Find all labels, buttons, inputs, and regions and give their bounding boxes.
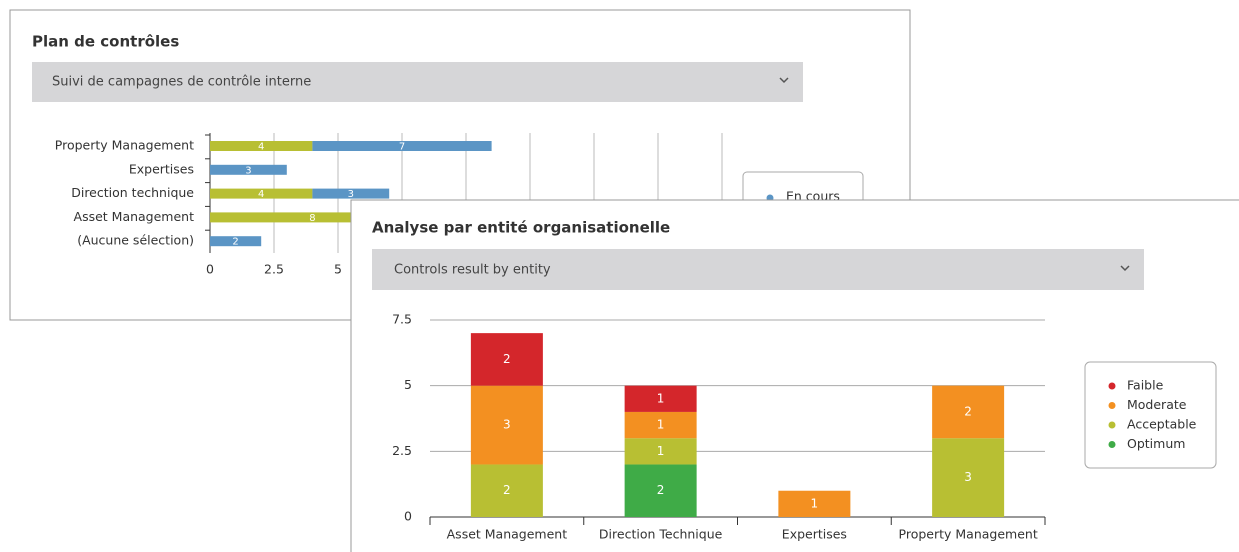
panel-entity: Analyse par entité organisationelle Cont… xyxy=(350,199,1239,552)
panel-title: Analyse par entité organisationelle xyxy=(372,219,670,237)
y-tick-label: Property Management xyxy=(55,138,194,153)
y-tick-label: Expertises xyxy=(129,161,194,176)
legend-dot xyxy=(1108,382,1116,390)
dropdown-value[interactable]: Suivi de campagnes de contrôle interne xyxy=(52,75,311,90)
data-label: 8 xyxy=(309,213,315,224)
y-tick-label: 7.5 xyxy=(392,312,412,327)
legend-label: Acceptable xyxy=(1127,417,1197,432)
data-label: 1 xyxy=(811,496,819,510)
dropdown[interactable] xyxy=(372,249,1144,290)
y-tick-label: 0 xyxy=(404,509,412,524)
data-label: 4 xyxy=(258,189,264,200)
data-label: 3 xyxy=(503,418,511,432)
bar-segment xyxy=(624,464,697,517)
data-label: 1 xyxy=(657,391,665,405)
data-label: 2 xyxy=(503,483,511,497)
chevron[interactable] xyxy=(779,77,789,84)
data-label: 7 xyxy=(399,142,405,153)
data-label: 3 xyxy=(245,165,251,176)
y-tick-label: 2.5 xyxy=(392,443,412,458)
legend-label: Moderate xyxy=(1127,397,1187,412)
bar-segment xyxy=(470,385,543,465)
data-label: 2 xyxy=(503,352,511,366)
bar-segment xyxy=(778,490,851,517)
x-tick-label: 2.5 xyxy=(264,262,284,277)
legend-dot xyxy=(1108,441,1116,448)
x-tick-label: Expertises xyxy=(782,527,847,542)
legend-dot xyxy=(1108,421,1116,429)
data-label: 3 xyxy=(348,189,354,200)
x-tick-label: 0 xyxy=(206,262,214,277)
legend-dot xyxy=(1108,402,1116,409)
y-tick-label: Asset Management xyxy=(74,209,195,224)
panel-title: Plan de contrôles xyxy=(32,33,179,51)
bar-segment xyxy=(624,438,697,465)
bar-segment xyxy=(312,188,390,199)
data-label: 2 xyxy=(964,404,972,418)
data-label: 2 xyxy=(232,237,238,248)
y-tick-label: Direction technique xyxy=(71,185,194,200)
data-label: 3 xyxy=(964,470,972,484)
bar-segment xyxy=(210,236,262,247)
bar-segment xyxy=(210,164,287,175)
x-tick-label: Asset Management xyxy=(447,527,568,542)
legend-label: Optimum xyxy=(1127,436,1185,451)
legend-box xyxy=(1084,361,1217,469)
data-label: 4 xyxy=(258,142,264,153)
bar-segment xyxy=(210,141,313,151)
bar-segment xyxy=(210,212,415,223)
data-label: 2 xyxy=(657,483,665,497)
y-tick-label: (Aucune sélection) xyxy=(77,233,194,248)
bar-segment xyxy=(624,411,697,439)
bar-segment xyxy=(932,385,1005,439)
bar-segment xyxy=(932,438,1005,517)
dropdown[interactable] xyxy=(32,62,803,102)
bar-segment xyxy=(470,464,543,517)
chevron[interactable] xyxy=(1120,265,1130,272)
y-tick-label: 5 xyxy=(404,377,412,392)
bar-segment xyxy=(210,188,313,199)
legend-label: Faible xyxy=(1127,378,1164,393)
dropdown-value[interactable]: Controls result by entity xyxy=(394,263,551,278)
x-tick-label: Direction Technique xyxy=(599,527,723,542)
data-label: 1 xyxy=(657,418,665,432)
x-tick-label: Property Management xyxy=(899,527,1038,542)
x-tick-label: 5 xyxy=(334,262,342,277)
data-label: 1 xyxy=(657,444,665,458)
bar-segment xyxy=(470,333,543,386)
bar-segment xyxy=(624,385,697,412)
bar-segment xyxy=(312,141,492,151)
